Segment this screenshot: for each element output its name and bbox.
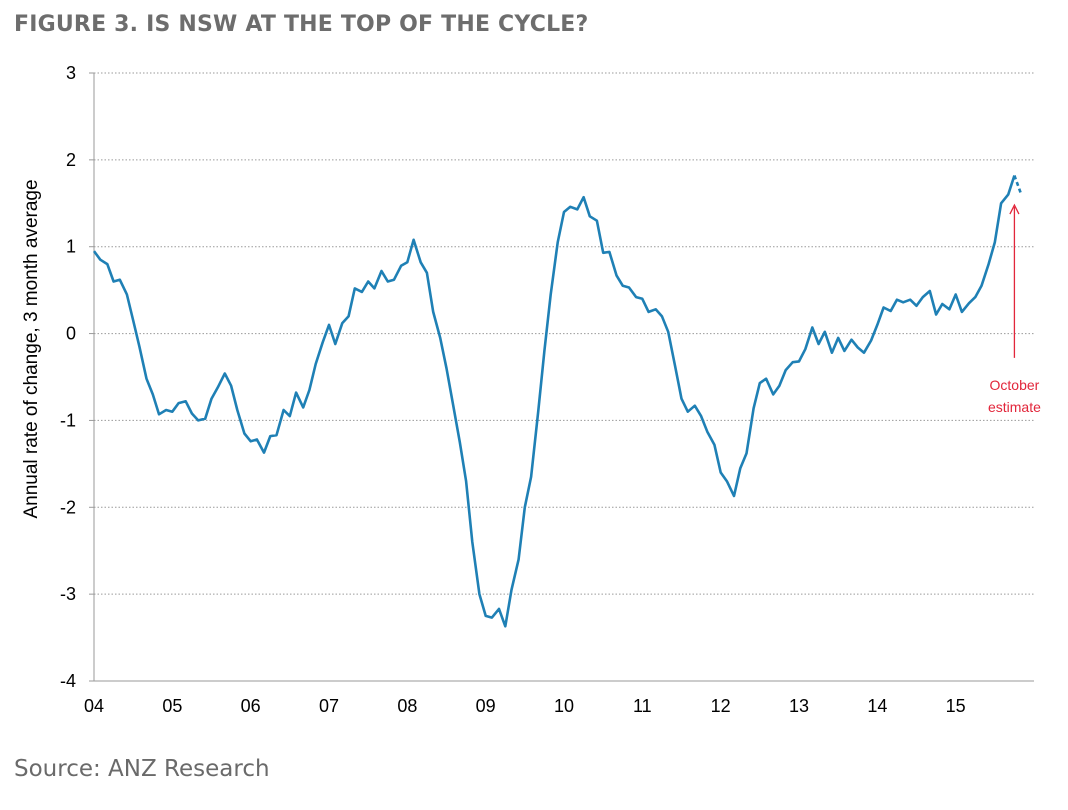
- x-tick-label: 09: [476, 696, 496, 716]
- figure-title: FIGURE 3. IS NSW AT THE TOP OF THE CYCLE…: [14, 12, 589, 37]
- y-tick-label: 0: [66, 324, 76, 344]
- series-line: [92, 175, 1016, 628]
- y-tick-label: 3: [66, 63, 76, 83]
- source-note: Source: ANZ Research: [14, 756, 270, 782]
- gridlines: [94, 72, 1034, 595]
- y-tick-label: -1: [60, 410, 76, 430]
- y-tick-labels: 3 2 1 0 -1 -2 -3 -4: [60, 63, 76, 691]
- annotation-group: October estimate: [988, 203, 1041, 415]
- x-tick-labels: 04 05 06 07 08 09 10 11 12 13 14 15: [84, 696, 966, 716]
- annotation-label: estimate: [988, 399, 1041, 415]
- y-tick-label: -2: [60, 497, 76, 517]
- y-tick-label: -3: [60, 584, 76, 604]
- annotation-arrowhead: [1009, 203, 1020, 215]
- x-tick-label: 11: [633, 696, 652, 716]
- x-tick-label: 08: [397, 696, 417, 716]
- series-group: [92, 175, 1022, 628]
- y-tick-label: -4: [60, 671, 76, 691]
- x-tick-label: 14: [867, 696, 887, 716]
- x-tick-label: 04: [84, 696, 104, 716]
- x-tick-label: 07: [319, 696, 339, 716]
- x-tick-label: 13: [789, 696, 809, 716]
- y-axis-label: Annual rate of change, 3 month average: [21, 179, 42, 518]
- x-tick-label: 12: [711, 696, 731, 716]
- annotation-label: October: [990, 377, 1040, 393]
- x-tick-label: 10: [554, 696, 574, 716]
- x-tick-label: 06: [241, 696, 261, 716]
- y-axis: [89, 72, 95, 682]
- y-tick-label: 1: [66, 237, 76, 257]
- x-tick-label: 15: [946, 696, 966, 716]
- estimate-line: [1013, 175, 1022, 194]
- x-tick-label: 05: [162, 696, 182, 716]
- y-tick-label: 2: [66, 150, 76, 170]
